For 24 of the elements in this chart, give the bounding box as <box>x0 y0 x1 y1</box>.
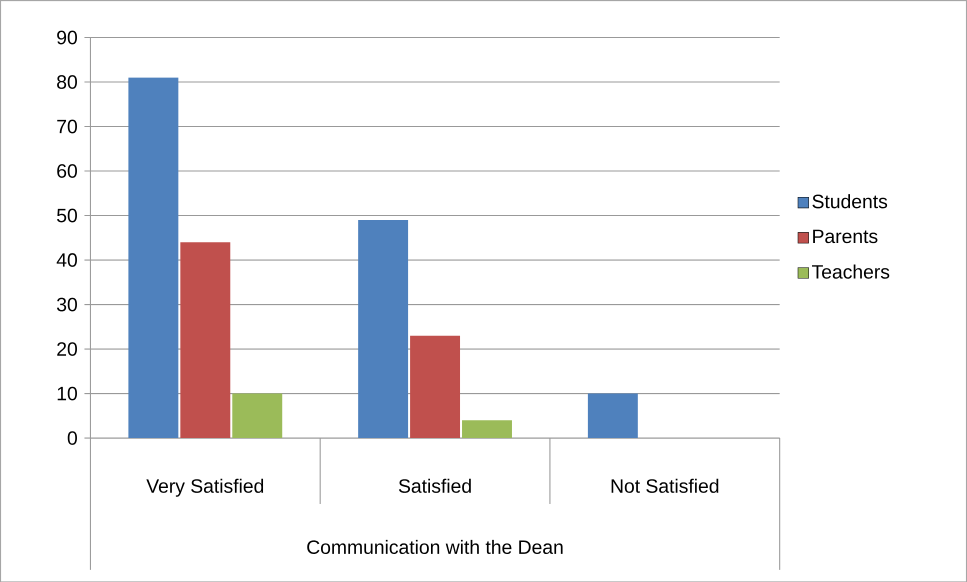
x-tick-label: Very Satisfied <box>146 478 264 497</box>
bar <box>410 335 460 438</box>
bar <box>358 220 408 438</box>
bar <box>232 393 282 438</box>
x-axis-title: Communication with the Dean <box>307 540 563 554</box>
y-tick-label: 0 <box>68 431 77 445</box>
y-tick-label: 40 <box>56 252 77 267</box>
y-tick-label: 80 <box>57 74 77 89</box>
x-tick-label: Not Satisfied <box>612 478 718 493</box>
bar <box>128 77 178 438</box>
y-tick-label: 50 <box>57 208 77 222</box>
legend-label: Parents <box>813 229 878 243</box>
y-tick-label: 90 <box>57 30 77 44</box>
y-tick-label: 10 <box>58 386 77 400</box>
bar <box>180 242 230 438</box>
y-tick-label: 30 <box>56 297 77 312</box>
legend-label: Students <box>812 194 888 208</box>
y-tick-label: 60 <box>57 164 77 178</box>
y-tick-label: 20 <box>57 342 77 356</box>
legend-label: Teachers <box>812 264 890 278</box>
bar <box>462 420 512 438</box>
x-tick-label: Satisfied <box>398 478 471 493</box>
bar <box>588 393 638 438</box>
y-tick-label: 70 <box>57 119 77 134</box>
